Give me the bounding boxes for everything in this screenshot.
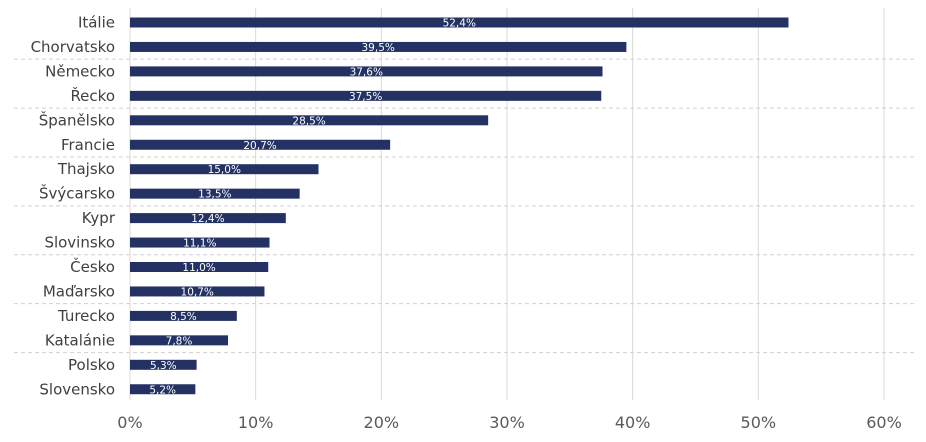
category-label: Kypr bbox=[82, 209, 116, 227]
bar bbox=[130, 17, 789, 28]
x-tick-label: 60% bbox=[866, 413, 902, 432]
category-label: Švýcarsko bbox=[39, 184, 115, 203]
bar bbox=[130, 188, 300, 199]
x-axis-tick-labels: 0% 10% 20% 30% 40% 50% 60% bbox=[117, 413, 901, 432]
data-label: 37,5% bbox=[349, 91, 382, 103]
data-label: 52,4% bbox=[443, 18, 476, 30]
bar bbox=[130, 384, 196, 395]
bar bbox=[130, 237, 270, 248]
bar bbox=[130, 139, 391, 150]
category-label: Francie bbox=[61, 136, 115, 154]
x-tick-label: 0% bbox=[117, 413, 142, 432]
bar bbox=[130, 66, 603, 77]
data-label: 13,5% bbox=[198, 189, 231, 201]
bar bbox=[130, 335, 229, 346]
bar bbox=[130, 213, 286, 224]
data-label: 15,0% bbox=[208, 164, 241, 176]
category-label: Španělsko bbox=[39, 110, 115, 129]
data-label: 20,7% bbox=[243, 140, 276, 152]
data-label: 11,1% bbox=[183, 238, 216, 250]
bar bbox=[130, 262, 269, 272]
group-separators bbox=[14, 58, 916, 354]
category-label: Slovinsko bbox=[44, 234, 115, 252]
bar bbox=[130, 115, 489, 126]
bar bbox=[130, 359, 197, 370]
category-label: Turecko bbox=[57, 307, 115, 325]
category-label: Slovensko bbox=[39, 380, 115, 398]
data-label: 5,3% bbox=[150, 360, 177, 372]
data-labels: 52,4% 39,5% 37,6% 37,5% 28,5% 20,7%15,0% 13,5%… bbox=[149, 18, 476, 397]
data-label: 7,8% bbox=[166, 335, 193, 347]
bar bbox=[130, 164, 319, 175]
data-label: 10,7% bbox=[181, 286, 214, 298]
bar bbox=[130, 310, 237, 321]
category-label: Thajsko bbox=[57, 160, 115, 178]
category-label: Polsko bbox=[68, 356, 115, 374]
x-tick-label: 10% bbox=[238, 413, 274, 432]
category-label: Řecko bbox=[70, 86, 115, 105]
category-label: Chorvatsko bbox=[31, 38, 115, 56]
category-label: Katalánie bbox=[45, 331, 115, 349]
bar bbox=[130, 286, 265, 297]
data-label: 28,5% bbox=[292, 115, 325, 127]
data-label: 8,5% bbox=[170, 311, 197, 323]
data-label: 12,4% bbox=[191, 213, 224, 225]
category-labels: Itálie Chorvatsko Německo Řecko Španělsko Fra… bbox=[31, 14, 116, 399]
data-label: 11,0% bbox=[182, 262, 215, 274]
category-label: Itálie bbox=[78, 14, 115, 32]
x-tick-label: 40% bbox=[615, 413, 651, 432]
category-label: Česko bbox=[70, 257, 115, 276]
x-tick-label: 30% bbox=[489, 413, 525, 432]
category-label: Maďarsko bbox=[43, 282, 115, 300]
x-tick-label: 50% bbox=[741, 413, 777, 432]
bar bbox=[130, 41, 627, 52]
bars bbox=[130, 17, 789, 395]
x-tick-label: 20% bbox=[364, 413, 400, 432]
data-label: 5,2% bbox=[149, 384, 176, 396]
data-label: 37,6% bbox=[350, 66, 383, 78]
data-label: 39,5% bbox=[362, 42, 395, 54]
bar bbox=[130, 90, 602, 101]
category-label: Německo bbox=[45, 62, 115, 80]
